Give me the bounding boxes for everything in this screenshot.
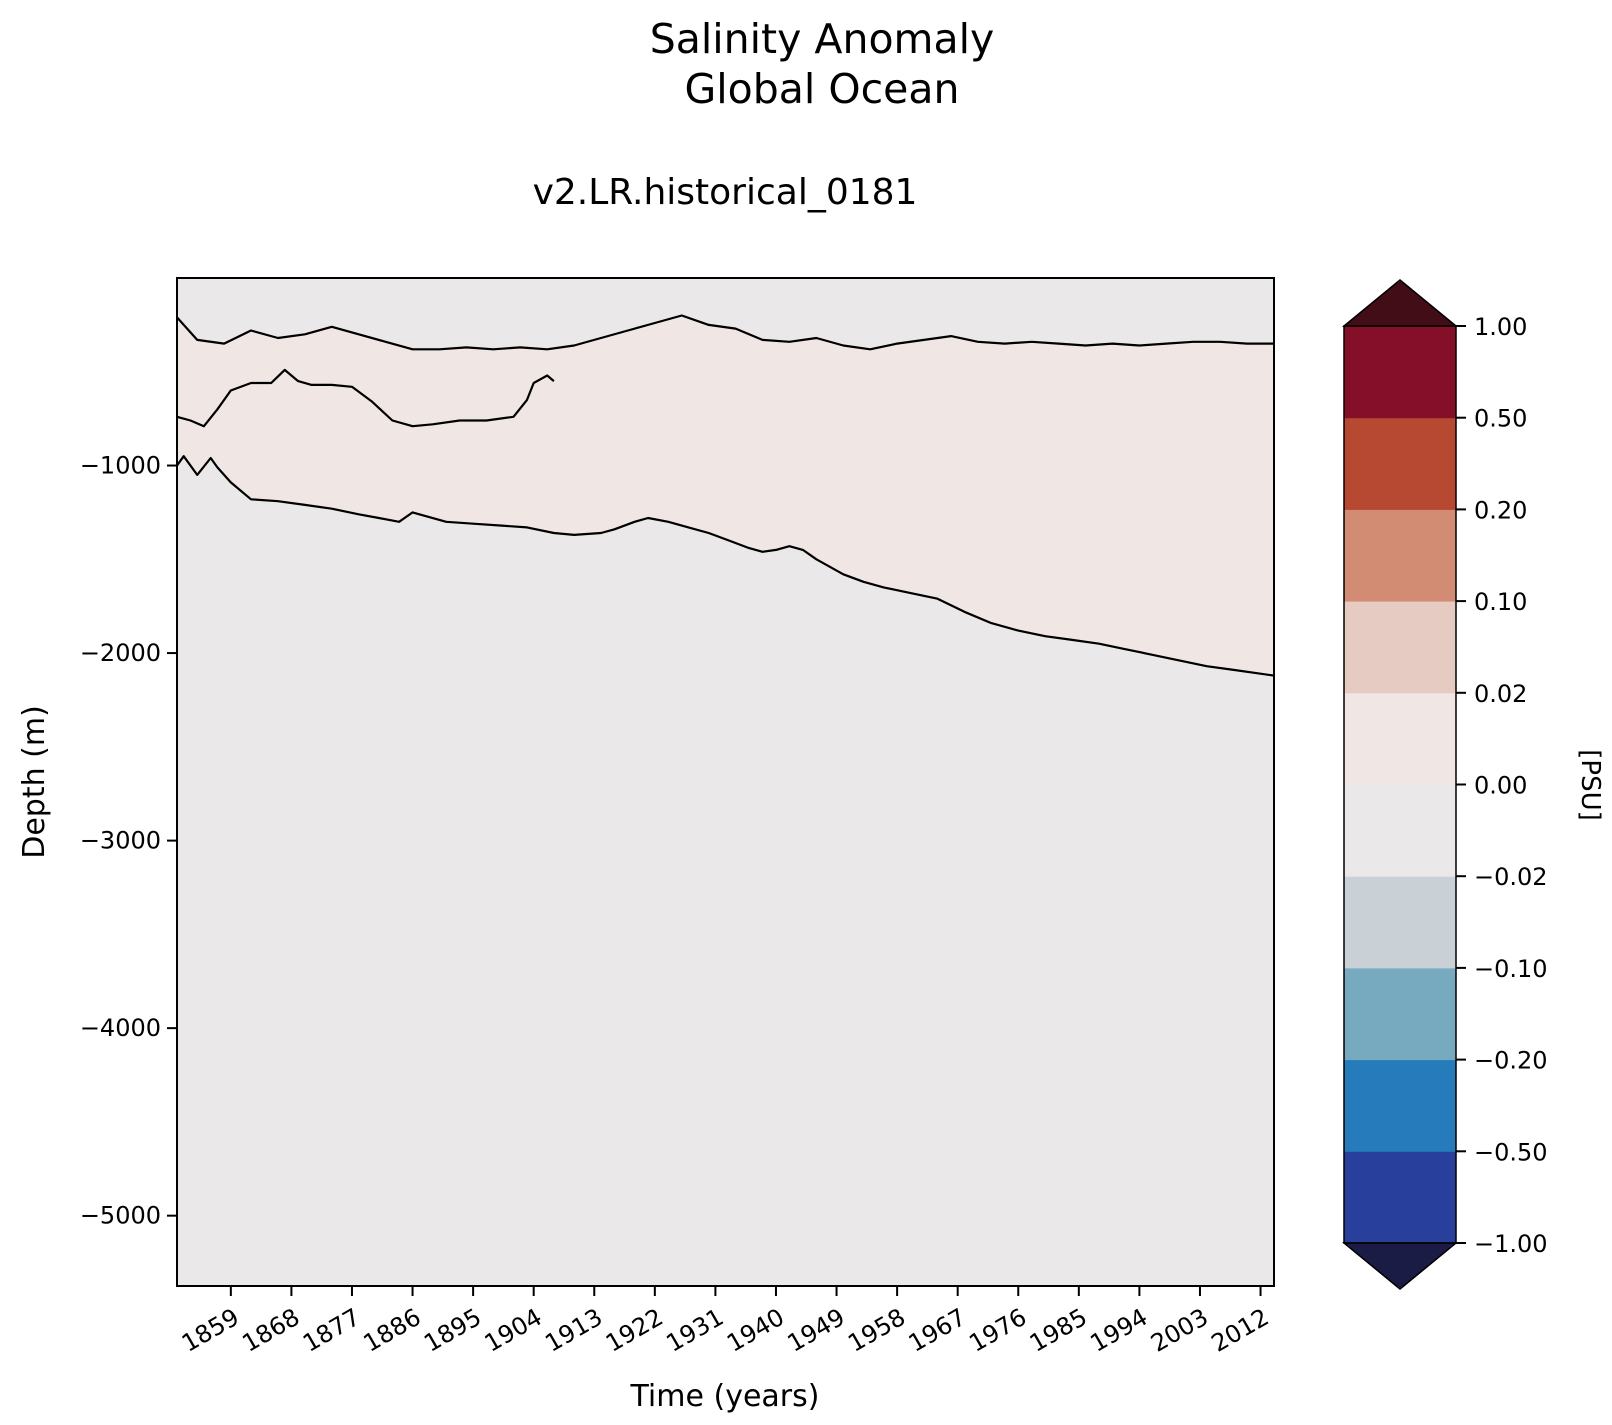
- x-tick-label: 1886: [359, 1303, 426, 1358]
- anomaly-regions: [177, 278, 1274, 676]
- colorbar-tick-label: 0.02: [1474, 680, 1527, 708]
- colorbar-tick-label: 0.10: [1474, 588, 1527, 616]
- x-tick-label: 1868: [238, 1303, 305, 1358]
- colorbar-tick-label: −0.50: [1474, 1138, 1548, 1166]
- y-axis: −1000 −2000 −3000 −4000 −5000: [80, 452, 177, 1230]
- x-axis: 1859186818771886189519041913192219311940…: [177, 1286, 1274, 1358]
- chart-subtitle: Global Ocean: [685, 65, 960, 113]
- x-tick-label: 1949: [783, 1303, 850, 1358]
- colorbar-band: [1344, 1059, 1456, 1152]
- x-tick-label: 1931: [662, 1303, 729, 1358]
- colorbar-band: [1344, 692, 1456, 785]
- colorbar-tick-label: −0.10: [1474, 955, 1548, 983]
- y-axis-label: Depth (m): [17, 705, 52, 859]
- colorbar-tick-label: 0.50: [1474, 405, 1527, 433]
- x-tick-label: 1976: [964, 1303, 1031, 1358]
- x-axis-label: Time (years): [630, 1379, 820, 1414]
- colorbar-band: [1344, 876, 1456, 969]
- y-tick-label: −1000: [80, 452, 161, 480]
- x-tick-label: 1994: [1086, 1303, 1153, 1358]
- x-tick-label: 1859: [177, 1303, 244, 1358]
- colorbar-tick-label: −0.20: [1474, 1047, 1548, 1075]
- colorbar-tick-label: 1.00: [1474, 313, 1527, 341]
- surface-layer-region: [177, 278, 1274, 350]
- x-tick-label: 2012: [1207, 1303, 1274, 1358]
- y-tick-label: −3000: [80, 827, 161, 855]
- colorbar-tick-label: 0.00: [1474, 772, 1527, 800]
- positive-anomaly-region: [177, 315, 1274, 676]
- colorbar-extend-high: [1341, 279, 1459, 327]
- colorbar-band: [1344, 601, 1456, 694]
- y-tick-label: −5000: [80, 1202, 161, 1230]
- chart-title: Salinity Anomaly: [650, 15, 995, 63]
- panel-title: v2.LR.historical_0181: [533, 172, 918, 213]
- colorbar-band: [1344, 509, 1456, 602]
- colorbar-band: [1344, 326, 1456, 419]
- x-tick-label: 1940: [722, 1303, 789, 1358]
- colorbar-extend-low: [1341, 1242, 1459, 1290]
- colorbar-label: [PSU]: [1575, 749, 1605, 821]
- contour-lines: [177, 314, 1274, 677]
- colorbar: −1.00 −0.50 −0.20 −0.10 −0.02 0.00 0.02 0.10 0.2…: [1341, 279, 1548, 1290]
- x-tick-label: 1877: [298, 1303, 365, 1358]
- contour-positive-lens: [177, 368, 555, 428]
- contour-zero-line-deep: [177, 455, 1274, 677]
- x-tick-label: 1967: [904, 1303, 971, 1358]
- x-tick-label: 1913: [540, 1303, 607, 1358]
- x-tick-label: 1895: [419, 1303, 486, 1358]
- colorbar-band: [1344, 967, 1456, 1061]
- x-tick-label: 1985: [1025, 1303, 1092, 1358]
- x-tick-label: 1904: [480, 1303, 547, 1358]
- colorbar-tick-label: −0.02: [1474, 863, 1548, 891]
- colorbar-band: [1344, 1151, 1456, 1244]
- y-tick-label: −2000: [80, 639, 161, 667]
- colorbar-band: [1344, 417, 1456, 510]
- x-tick-label: 1958: [843, 1303, 910, 1358]
- x-tick-label: 2003: [1146, 1303, 1213, 1358]
- contour-near-surface: [177, 314, 1274, 351]
- colorbar-tick-label: −1.00: [1474, 1230, 1548, 1258]
- colorbar-band: [1344, 784, 1456, 877]
- plot-frame: [176, 277, 1275, 1287]
- x-tick-label: 1922: [601, 1303, 668, 1358]
- colorbar-tick-label: 0.20: [1474, 496, 1527, 524]
- y-tick-label: −4000: [80, 1014, 161, 1042]
